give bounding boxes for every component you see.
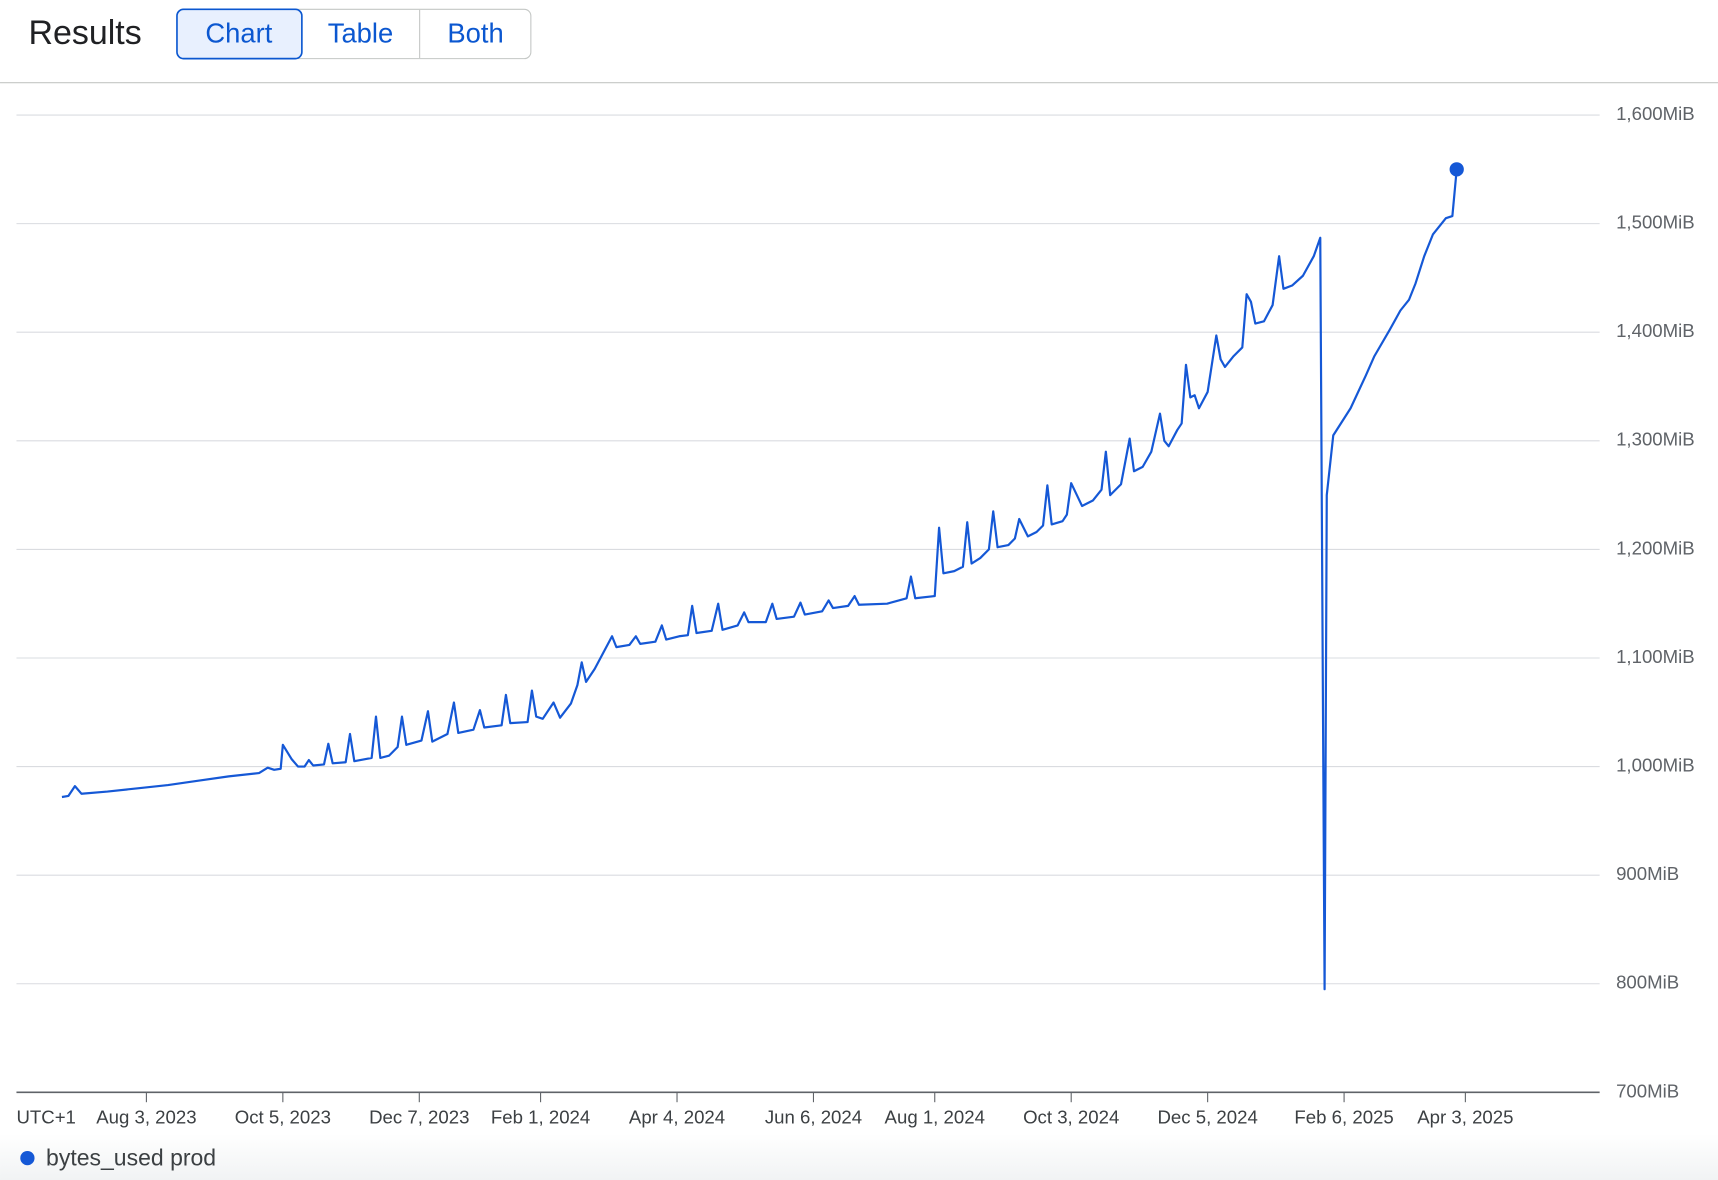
y-tick-label: 1,300MiB (1616, 429, 1695, 450)
y-tick-label: 1,000MiB (1616, 755, 1695, 776)
tab-selected-bg (176, 8, 303, 60)
x-tick-label: Apr 3, 2025 (1417, 1107, 1513, 1128)
y-tick-label: 1,400MiB (1616, 320, 1695, 341)
tab-both[interactable]: Both (447, 17, 503, 48)
y-tick-label: 800MiB (1616, 972, 1679, 993)
last-point (1449, 162, 1464, 177)
tab-chart[interactable]: Chart (205, 17, 272, 48)
y-tick-label: 900MiB (1616, 863, 1679, 884)
x-tick-label: Feb 6, 2025 (1294, 1107, 1393, 1128)
x-tick-label: Oct 3, 2024 (1023, 1107, 1119, 1128)
y-tick-label: 1,100MiB (1616, 646, 1695, 667)
y-tick-label: 1,500MiB (1616, 212, 1695, 233)
x-tick-label: Dec 7, 2023 (369, 1107, 469, 1128)
data-line (61, 169, 1458, 991)
x-tick-label: Apr 4, 2024 (629, 1107, 725, 1128)
legend-label: bytes_used prod (46, 1144, 216, 1170)
tab-table[interactable]: Table (328, 17, 393, 48)
legend-bar (0, 1133, 1718, 1180)
legend-swatch (20, 1150, 35, 1166)
x-tick-label: Oct 5, 2023 (235, 1107, 331, 1128)
plot: 700MiB 800MiB 900MiB 1,000MiB 1,100MiB 1,200M… (16, 103, 1695, 1128)
panel-title: Results (29, 14, 142, 52)
y-tick-label: 1,600MiB (1616, 103, 1695, 124)
x-tick-label: Jun 6, 2024 (765, 1107, 862, 1128)
x-tick-label: Aug 3, 2023 (96, 1107, 196, 1128)
x-tick-label: Dec 5, 2024 (1157, 1107, 1257, 1128)
timezone-label: UTC+1 (16, 1107, 75, 1128)
x-tick-label: Aug 1, 2024 (885, 1107, 985, 1128)
x-tick-label: Feb 1, 2024 (491, 1107, 590, 1128)
y-tick-label: 1,200MiB (1616, 537, 1695, 558)
y-tick-label: 700MiB (1616, 1080, 1679, 1101)
